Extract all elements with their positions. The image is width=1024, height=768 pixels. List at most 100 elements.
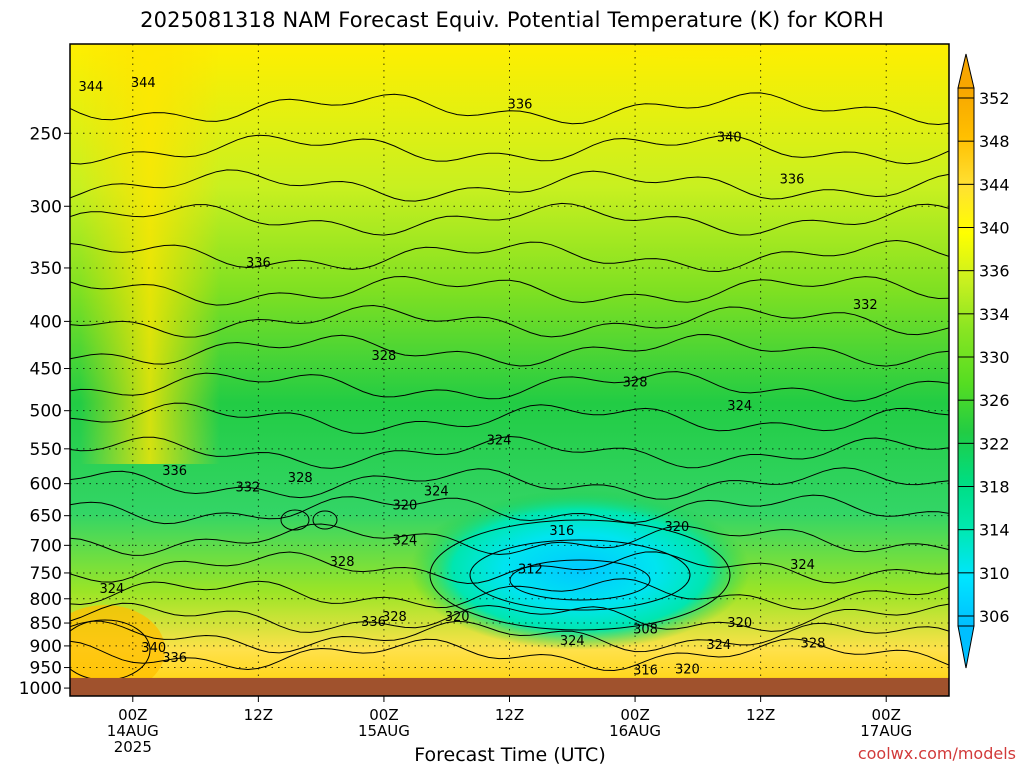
y-tick-label-350: 350	[30, 259, 62, 279]
colorbar-label-352: 352	[979, 89, 1010, 108]
colorbar-label-340: 340	[979, 219, 1010, 238]
closed-contour-2	[509, 559, 651, 601]
warm-column	[80, 44, 220, 464]
contour-line-2	[70, 169, 949, 202]
x-tick-label-3-0: 12Z	[495, 706, 524, 724]
contour-label-8: 328	[623, 376, 648, 391]
contour-label-22: 324	[99, 582, 124, 597]
y-tick-label-800: 800	[30, 590, 62, 610]
contour-line-17	[70, 620, 949, 654]
ground-surface	[70, 677, 949, 696]
warm-upper-region	[440, 44, 949, 154]
contour-label-3: 340	[717, 130, 742, 145]
x-tick-label-0-2: 2025	[114, 738, 152, 756]
x-tick-label-2-0: 00Z	[369, 706, 398, 724]
contour-label-32: 336	[162, 651, 187, 666]
plot-area: 344 3443363403363323363283283243243363323…	[70, 44, 949, 696]
y-tick-label-250: 250	[30, 124, 62, 144]
contour-label-7: 328	[372, 349, 397, 364]
x-tick-label-6-0: 00Z	[872, 706, 901, 724]
y-tick-label-850: 850	[30, 614, 62, 634]
colorbar-label-318: 318	[979, 478, 1010, 497]
contour-label-20: 312	[518, 563, 543, 578]
y-tick-label-950: 950	[30, 659, 62, 679]
credit-link[interactable]: coolwx.com/models	[857, 744, 1016, 763]
contour-label-25: 320	[445, 610, 470, 625]
contour-line-7	[70, 333, 949, 367]
contour-label-18: 324	[392, 534, 417, 549]
x-tick-label-4-1: 16AUG	[609, 722, 661, 740]
contour-labels: 344 3443363403363323363283283243243363323…	[79, 76, 878, 679]
contour-label-24: 328	[382, 610, 407, 625]
colorbar: 352 348 344 340 336 334 330 326 322 318 314 310 306	[957, 53, 1010, 669]
contour-line-12	[70, 494, 949, 525]
contour-label-13: 328	[288, 471, 313, 486]
colorbar-bottom-arrow	[957, 625, 975, 669]
contour-label-19: 328	[330, 555, 355, 570]
contour-label-26: 308	[633, 623, 658, 638]
grid-lines	[70, 44, 949, 696]
y-tick-label-1000: 1000	[19, 679, 62, 699]
contour-label-31: 340	[141, 641, 166, 656]
contour-label-14: 324	[424, 484, 449, 499]
colorbar-label-306: 306	[979, 607, 1010, 626]
contour-label-17: 320	[665, 520, 690, 535]
y-tick-label-750: 750	[30, 564, 62, 584]
contour-label-9: 324	[727, 399, 752, 414]
contour-label-21: 324	[790, 558, 815, 573]
contour-line-13	[70, 523, 949, 556]
colorbar-label-330: 330	[979, 348, 1010, 367]
colorbar-label-326: 326	[979, 391, 1010, 410]
colorbar-label-336: 336	[979, 262, 1010, 281]
contour-label-29: 324	[706, 638, 731, 653]
contour-line-14	[70, 551, 949, 585]
contour-label-6: 336	[246, 256, 271, 271]
contour-line-18	[70, 638, 949, 672]
contour-line-5	[70, 275, 949, 306]
x-tick-label-0-0: 00Z	[118, 706, 147, 724]
y-tick-label-500: 500	[30, 402, 62, 422]
colorbar-label-334: 334	[979, 305, 1010, 324]
contour-line-0	[70, 92, 949, 126]
closed-contour-4	[280, 509, 310, 531]
y-tick-label-400: 400	[30, 312, 62, 332]
colorbar-label-310: 310	[979, 564, 1010, 583]
contour-label-30: 328	[801, 636, 826, 651]
colorbar-label-322: 322	[979, 434, 1010, 453]
x-tick-label-1-0: 12Z	[244, 706, 273, 724]
x-tick-label-6-1: 17AUG	[860, 722, 912, 740]
colorbar-label-344: 344	[979, 175, 1010, 194]
contour-label-5: 332	[853, 298, 878, 313]
y-tick-label-650: 650	[30, 507, 62, 527]
chart-title: 2025081318 NAM Forecast Equiv. Potential…	[140, 8, 884, 32]
contour-label-33: 316	[633, 664, 658, 679]
contour-label-28: 324	[560, 634, 585, 649]
contour-line-11	[70, 467, 949, 500]
x-tick-label-4-0: 00Z	[620, 706, 649, 724]
contour-line-16	[70, 602, 949, 633]
contour-label-12: 332	[235, 480, 260, 495]
contour-line-3	[70, 202, 949, 236]
contour-label-4: 336	[780, 173, 805, 188]
y-tick-label-700: 700	[30, 536, 62, 556]
x-tick-label-5-0: 12Z	[746, 706, 775, 724]
contour-label-15: 320	[392, 498, 417, 513]
contour-line-9	[70, 402, 949, 434]
x-tick-label-2-1: 15AUG	[358, 722, 410, 740]
y-tick-label-300: 300	[30, 197, 62, 217]
colorbar-label-348: 348	[979, 132, 1010, 151]
contour-label-23: 336	[361, 615, 386, 630]
contour-line-10	[70, 435, 949, 469]
y-axis: 250 300 350 400 450 500 550 600 650 700 750 800 850 9…	[19, 124, 70, 699]
y-tick-label-600: 600	[30, 475, 62, 495]
contour-label-1: 344	[131, 76, 156, 91]
contour-label-34: 320	[675, 662, 700, 677]
contour-label-2: 336	[508, 97, 533, 112]
y-tick-label-550: 550	[30, 440, 62, 460]
contour-label-11: 336	[162, 464, 187, 479]
x-tick-label-0-1: 14AUG	[107, 722, 159, 740]
warm-low-region	[70, 605, 165, 695]
y-tick-label-900: 900	[30, 637, 62, 657]
